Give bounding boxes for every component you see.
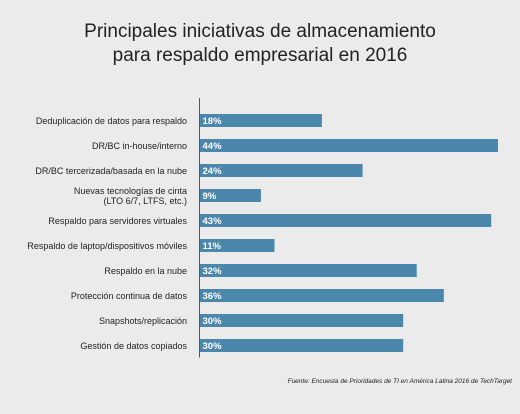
- category-label: Gestión de datos copiados: [80, 341, 187, 351]
- bar: [200, 164, 363, 177]
- category-label: DR/BC tercerizada/basada en la nube: [35, 166, 187, 176]
- value-label: 18%: [203, 116, 223, 127]
- category-label: DR/BC in-house/interno: [92, 141, 187, 151]
- category-label-line: Nuevas tecnologías de cinta: [74, 186, 187, 196]
- value-label: 11%: [203, 241, 222, 252]
- category-label-line: DR/BC in-house/interno: [92, 141, 187, 151]
- bar: [200, 264, 417, 277]
- category-label-line: Gestión de datos copiados: [80, 341, 187, 351]
- bar: [200, 289, 444, 302]
- value-label: 43%: [203, 216, 223, 227]
- chart-title-line-1: Principales iniciativas de almacenamient…: [84, 21, 436, 42]
- bar: [200, 189, 261, 202]
- bar: [200, 314, 404, 327]
- value-label: 30%: [203, 316, 223, 327]
- category-label: Respaldo para servidores virtuales: [48, 216, 187, 226]
- category-label-line: Respaldo de laptop/dispositivos móviles: [27, 241, 187, 251]
- category-label-line: Protección continua de datos: [71, 291, 188, 301]
- category-label-line: Deduplicación de datos para respaldo: [36, 116, 187, 126]
- category-label: Nuevas tecnologías de cinta (LTO 6/7, LTF…: [74, 186, 187, 206]
- chart-title-line-2: para respaldo empresarial en 2016: [112, 45, 408, 66]
- category-label: Respaldo en la nube: [104, 266, 187, 276]
- value-label: 24%: [203, 166, 223, 177]
- category-label: Respaldo de laptop/dispositivos móviles: [27, 241, 187, 251]
- category-label-line: Snapshots/replicación: [99, 316, 187, 326]
- bar: [200, 339, 404, 352]
- category-label-line: Respaldo en la nube: [104, 266, 187, 276]
- source-note: Fuente: Encuesta de Prioridades de TI en…: [287, 378, 512, 385]
- category-label: Snapshots/replicación: [99, 316, 187, 326]
- value-label: 44%: [203, 141, 223, 152]
- category-label-line: Respaldo para servidores virtuales: [48, 216, 187, 226]
- category-label: Protección continua de datos: [71, 291, 188, 301]
- value-label: 9%: [203, 191, 217, 202]
- bar: [200, 239, 275, 252]
- value-label: 36%: [203, 291, 223, 302]
- bar: [200, 214, 492, 227]
- bar: [200, 114, 322, 127]
- bar: [200, 139, 498, 152]
- category-label: Deduplicación de datos para respaldo: [36, 116, 187, 126]
- value-label: 30%: [203, 341, 223, 352]
- value-label: 32%: [203, 266, 223, 277]
- category-label-line: DR/BC tercerizada/basada en la nube: [35, 166, 187, 176]
- chart-title: Principales iniciativas de almacenamient…: [0, 20, 520, 68]
- category-label-line: (LTO 6/7, LTFS, etc.): [103, 196, 187, 206]
